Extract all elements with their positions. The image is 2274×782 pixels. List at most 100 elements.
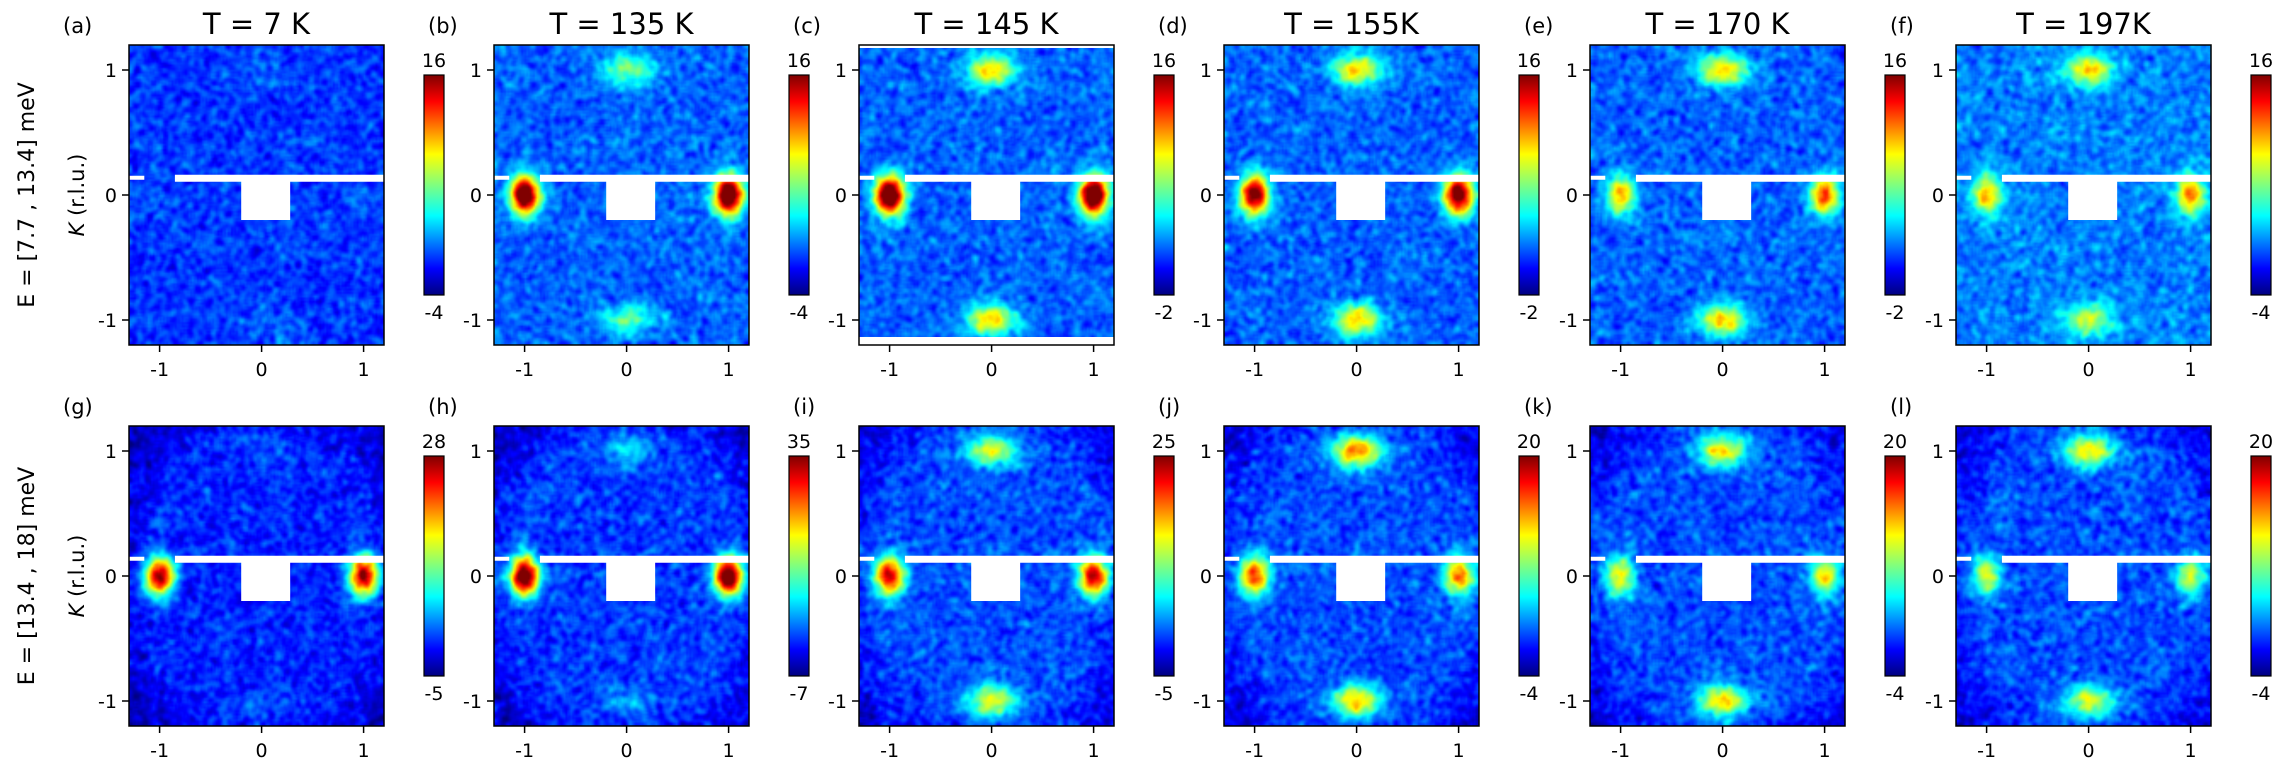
x-tick-label: 0 — [1717, 740, 1729, 762]
colorbar — [1884, 74, 1906, 296]
x-tick-label: 1 — [2185, 359, 2197, 381]
panel-label: (b) — [428, 14, 458, 38]
x-tick-label: 1 — [1453, 359, 1465, 381]
panel-e: -1 0 1 -1 0 1 (e) T = 170 K 16 -2 — [1524, 7, 1907, 381]
y-tick-label: -1 — [1925, 310, 1944, 332]
x-tick-label: -1 — [150, 359, 169, 381]
panel-title: T = 7 K — [202, 7, 311, 41]
mask-top-edge — [859, 45, 1114, 48]
colorbar-min-label: -4 — [2252, 302, 2271, 324]
x-tick-label: 0 — [986, 359, 998, 381]
mask-stripe — [1269, 174, 1479, 182]
colorbar-max-label: 28 — [422, 431, 446, 453]
colorbar — [1153, 74, 1175, 296]
mask-center-box — [1336, 559, 1386, 601]
mask-stripe — [539, 174, 749, 182]
mask-stripe-left — [859, 556, 875, 561]
colorbar — [423, 455, 445, 677]
mask-stripe-left — [494, 556, 510, 561]
mask-stripe — [174, 174, 384, 182]
mask-stripe — [904, 174, 1114, 182]
x-tick-label: 0 — [1351, 740, 1363, 762]
mask-stripe-left — [129, 556, 145, 561]
mask-stripe-left — [859, 175, 875, 180]
mask-center-box — [971, 559, 1021, 601]
panel-f: -1 0 1 -1 0 1 (f) T = 197K 16 -4 — [1890, 7, 2273, 381]
x-tick-label: -1 — [1245, 359, 1264, 381]
colorbar — [2250, 74, 2272, 296]
x-tick-label: -1 — [150, 740, 169, 762]
panel-label: (i) — [793, 395, 815, 419]
y-tick-label: -1 — [463, 691, 482, 713]
colorbar — [1518, 455, 1540, 677]
x-tick-label: -1 — [1245, 740, 1264, 762]
mask-center-box — [2068, 559, 2118, 601]
panel-h: -101-101(h)H (r.l.u.)35-7 — [428, 395, 811, 762]
y-tick-label: 0 — [470, 185, 482, 207]
x-tick-label: 1 — [358, 740, 370, 762]
y-tick-label: -1 — [828, 691, 847, 713]
x-tick-label: 0 — [2083, 359, 2095, 381]
row-label-1: E = [13.4 , 18] meV — [15, 467, 40, 685]
panel-a: -1 0 1 -1 0 1 (a) T = 7 K K (r.l.u.) 16 -4 — [63, 7, 446, 381]
x-tick-label: 1 — [1453, 740, 1465, 762]
y-tick-label: 0 — [1566, 185, 1578, 207]
panel-title: T = 135 K — [548, 7, 694, 41]
x-tick-label: 0 — [621, 359, 633, 381]
y-tick-label: 1 — [1200, 60, 1212, 82]
mask-center-box — [1702, 178, 1752, 220]
mask-stripe-left — [1956, 175, 1972, 180]
mask-center-box — [606, 559, 656, 601]
mask-stripe-left — [1224, 556, 1240, 561]
panel-title: T = 197K — [2015, 7, 2152, 41]
colorbar — [788, 74, 810, 296]
x-tick-label: 0 — [1717, 359, 1729, 381]
mask-center-box — [1336, 178, 1386, 220]
row-labels: E = [7.7 , 13.4] meV E = [13.4 , 18] meV — [15, 82, 40, 685]
y-tick-label: 1 — [470, 60, 482, 82]
mask-stripe-left — [129, 175, 145, 180]
y-tick-label: -1 — [1193, 310, 1212, 332]
panel-label: (k) — [1524, 395, 1553, 419]
colorbar — [1884, 455, 1906, 677]
y-tick-label: 0 — [1200, 185, 1212, 207]
colorbar-min-label: -4 — [790, 302, 809, 324]
y-tick-label: -1 — [1559, 691, 1578, 713]
panel-label: (d) — [1158, 14, 1188, 38]
y-tick-label: 1 — [1932, 441, 1944, 463]
x-tick-label: 0 — [256, 359, 268, 381]
y-tick-label: 0 — [1200, 566, 1212, 588]
mask-stripe-left — [494, 175, 510, 180]
colorbar — [1153, 455, 1175, 677]
y-tick-label: 1 — [105, 441, 117, 463]
panel-label: (e) — [1524, 14, 1553, 38]
x-tick-label: 1 — [1819, 740, 1831, 762]
mask-stripe-left — [1590, 175, 1606, 180]
colorbar-min-label: -4 — [1886, 683, 1905, 705]
panel-label: (g) — [63, 395, 93, 419]
panels: -1 0 1 -1 0 1 (a) T = 7 K K (r.l.u.) 16 -4 -1 0 1 -1 0 1… — [63, 7, 2273, 762]
mask-stripe-left — [1956, 556, 1972, 561]
colorbar-max-label: 16 — [422, 50, 446, 72]
y-tick-label: 0 — [1566, 566, 1578, 588]
y-tick-label: 0 — [1932, 185, 1944, 207]
colorbar-max-label: 35 — [787, 431, 811, 453]
panel-label: (f) — [1890, 14, 1914, 38]
panel-k: -101-101(k)H (r.l.u.)20-4 — [1524, 395, 1907, 762]
mask-center-box — [606, 178, 656, 220]
x-tick-label: 1 — [1088, 740, 1100, 762]
panel-label: (a) — [63, 14, 92, 38]
y-tick-label: -1 — [98, 310, 117, 332]
panel-title: T = 155K — [1283, 7, 1420, 41]
y-axis-label: K (r.l.u.) — [65, 535, 89, 618]
y-tick-label: 1 — [105, 60, 117, 82]
x-tick-label: -1 — [515, 740, 534, 762]
panel-i: -101-101(i)H (r.l.u.)25-5 — [793, 395, 1176, 762]
y-tick-label: -1 — [1193, 691, 1212, 713]
x-tick-label: 1 — [1088, 359, 1100, 381]
colorbar — [2250, 455, 2272, 677]
x-tick-label: 1 — [2185, 740, 2197, 762]
colorbar-max-label: 20 — [1883, 431, 1907, 453]
colorbar — [788, 455, 810, 677]
